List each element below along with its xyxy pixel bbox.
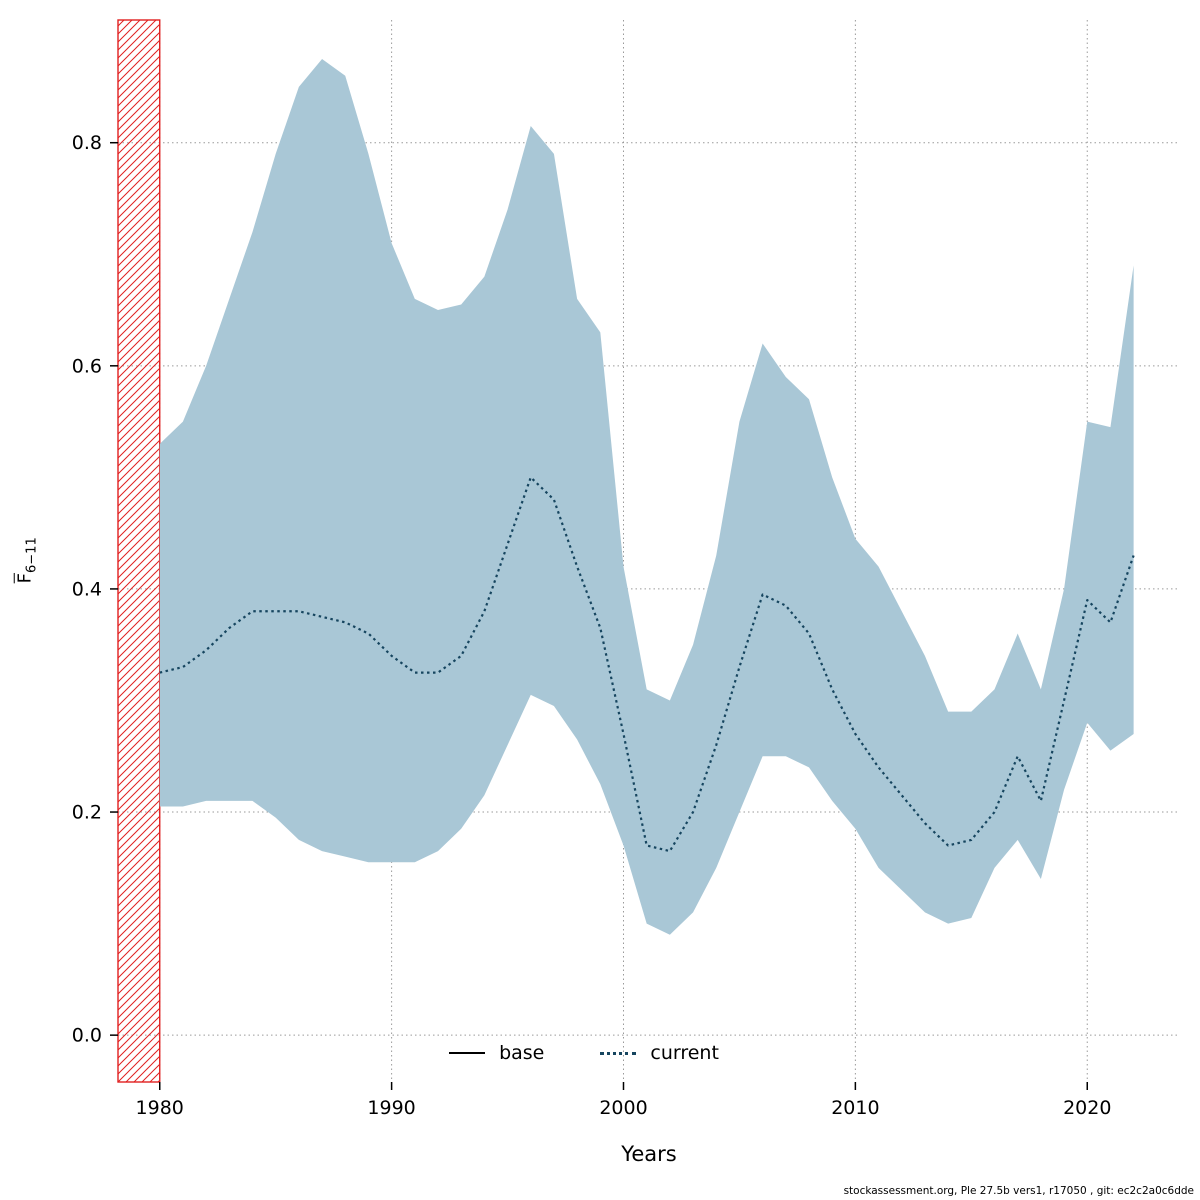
x-axis-ticks: 1980 1990 2000 2010 2020 bbox=[136, 1082, 1111, 1119]
y-axis-label-symbol: F bbox=[14, 572, 36, 584]
pre-data-hatch-region bbox=[117, 19, 161, 1083]
confidence-band bbox=[159, 59, 1134, 935]
current-line-swatch bbox=[600, 1051, 637, 1055]
x-tick-label: 1990 bbox=[367, 1097, 415, 1119]
y-tick-label: 0.6 bbox=[72, 355, 102, 377]
x-tick-label: 2000 bbox=[599, 1097, 647, 1119]
attribution-text: stockassessment.org, Ple 27.5b vers1, r1… bbox=[843, 1185, 1194, 1197]
x-tick-label: 2020 bbox=[1063, 1097, 1111, 1119]
legend-item-base: base bbox=[449, 1042, 544, 1064]
y-tick-label: 0.8 bbox=[72, 132, 102, 154]
base-line-swatch bbox=[449, 1052, 486, 1054]
x-tick-label: 1980 bbox=[136, 1097, 184, 1119]
legend: base current bbox=[53, 1042, 1115, 1064]
y-tick-label: 0.0 bbox=[72, 1025, 102, 1047]
legend-item-current: current bbox=[600, 1042, 719, 1064]
current-line bbox=[159, 476, 1135, 853]
x-tick-label: 2010 bbox=[831, 1097, 879, 1119]
y-axis-label-subscript: 6−11 bbox=[24, 537, 40, 573]
legend-label-base: base bbox=[499, 1042, 545, 1064]
y-tick-label: 0.2 bbox=[72, 802, 102, 824]
legend-label-current: current bbox=[650, 1042, 719, 1064]
x-axis-label: Years bbox=[621, 1142, 677, 1166]
y-axis-label: F6−11 bbox=[15, 537, 40, 583]
y-tick-label: 0.4 bbox=[72, 578, 102, 600]
y-axis-ticks: 0.0 0.2 0.4 0.6 0.8 bbox=[72, 132, 118, 1047]
